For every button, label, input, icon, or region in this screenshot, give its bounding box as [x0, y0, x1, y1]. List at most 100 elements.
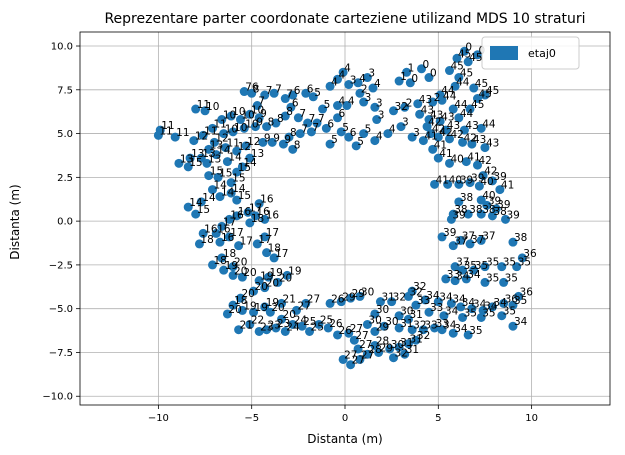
point-label: 27 — [307, 293, 320, 305]
point-label: 42 — [451, 129, 464, 141]
point-label: 3 — [402, 117, 409, 129]
point-label: 30 — [368, 314, 381, 326]
data-point — [301, 298, 311, 308]
data-point — [491, 204, 501, 214]
data-point — [204, 171, 214, 181]
data-point — [448, 241, 458, 251]
data-point — [277, 314, 287, 324]
point-label: 45 — [451, 61, 464, 73]
point-label: 43 — [473, 134, 486, 146]
point-label: 42 — [428, 117, 441, 129]
point-label: 39 — [497, 199, 510, 211]
data-point — [222, 309, 232, 319]
data-point — [226, 178, 236, 188]
point-label: 4 — [339, 69, 346, 81]
point-label: 9 — [260, 108, 267, 120]
point-label: 43 — [465, 120, 478, 132]
data-point — [480, 143, 490, 153]
data-point — [417, 64, 427, 74]
point-label: 19 — [260, 271, 273, 283]
point-label: 4 — [339, 96, 346, 108]
point-label: 33 — [417, 295, 430, 307]
point-label: 17 — [249, 202, 262, 214]
point-label: 20 — [241, 288, 254, 300]
data-point — [312, 118, 322, 128]
data-point — [454, 179, 464, 189]
point-label: 45 — [486, 85, 499, 97]
data-point — [476, 123, 486, 133]
point-label: 30 — [385, 316, 398, 328]
point-label: 34 — [426, 290, 440, 302]
data-point — [437, 232, 447, 242]
point-label: 11 — [227, 138, 240, 150]
point-label: 26 — [329, 318, 343, 330]
data-point — [456, 235, 466, 245]
data-point — [448, 328, 458, 338]
data-point — [226, 188, 236, 198]
point-label: 4 — [348, 96, 355, 108]
data-point — [463, 209, 473, 219]
point-label: 36 — [505, 293, 519, 305]
data-points — [153, 46, 527, 370]
x-tick-label: −10 — [148, 413, 169, 424]
point-label: 16 — [217, 223, 231, 235]
point-label: 45 — [458, 48, 471, 60]
data-point — [228, 127, 238, 137]
data-point — [254, 326, 264, 336]
point-label: 34 — [454, 323, 468, 335]
point-label: 35 — [464, 260, 477, 272]
data-point — [196, 153, 206, 163]
chart-title: Reprezentare parter coordonate cartezien… — [104, 11, 585, 27]
point-label: 15 — [238, 190, 251, 202]
data-point — [321, 123, 331, 133]
data-point — [269, 88, 279, 98]
data-point — [428, 97, 438, 107]
data-point — [497, 262, 507, 272]
point-label: 4 — [359, 73, 366, 85]
data-point — [407, 132, 417, 142]
point-labels: 0045450110045454445444444454545223243434… — [159, 41, 537, 366]
data-point — [441, 274, 451, 284]
data-point — [239, 87, 249, 97]
point-label: 17 — [240, 236, 253, 248]
point-label: 14 — [243, 157, 257, 169]
data-point — [224, 232, 234, 242]
data-point — [228, 270, 238, 280]
data-point — [293, 113, 303, 123]
point-label: 1 — [400, 71, 407, 83]
point-label: 27 — [344, 349, 357, 361]
y-tick-label: 10.0 — [51, 42, 73, 53]
point-label: 32 — [395, 101, 408, 113]
data-point — [183, 202, 193, 212]
point-label: 37 — [456, 257, 469, 269]
point-label: 5 — [331, 134, 338, 146]
data-point — [370, 309, 380, 319]
data-point — [344, 328, 354, 338]
point-label: 19 — [243, 300, 256, 312]
point-label: 15 — [219, 167, 232, 179]
point-label: 28 — [376, 335, 389, 347]
point-label: 21 — [283, 293, 296, 305]
point-label: 36 — [520, 286, 534, 298]
point-label: 10 — [223, 110, 236, 122]
point-label: 19 — [225, 260, 238, 272]
point-label: 18 — [223, 248, 236, 260]
point-label: 34 — [452, 293, 466, 305]
data-point — [170, 132, 180, 142]
data-point — [336, 127, 346, 137]
data-point — [346, 360, 356, 370]
point-label: 44 — [460, 108, 474, 120]
data-point — [439, 311, 449, 321]
y-tick-label: 0.0 — [57, 217, 73, 228]
data-point — [467, 139, 477, 149]
point-label: 33 — [424, 320, 437, 332]
data-point — [368, 83, 378, 93]
point-label: 42 — [479, 155, 492, 167]
data-point — [446, 298, 456, 308]
point-label: 42 — [432, 124, 445, 136]
data-point — [254, 199, 264, 209]
point-label: 17 — [266, 227, 279, 239]
data-point — [450, 276, 460, 286]
data-point — [450, 262, 460, 272]
